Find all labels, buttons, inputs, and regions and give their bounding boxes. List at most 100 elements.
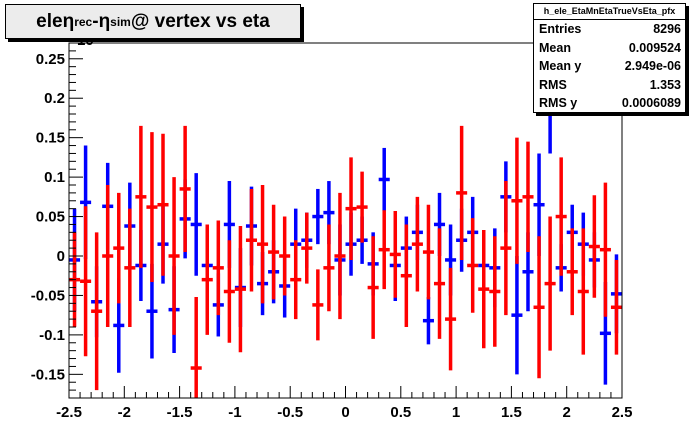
data-point [102,185,114,327]
data-point [511,256,523,375]
data-point [301,212,313,284]
data-point [500,181,512,316]
data-point [345,157,357,260]
stats-row-mean-y: Mean y 2.949e-06 [534,57,685,76]
stats-label: Mean y [539,59,582,73]
stats-row-rms: RMS 1.353 [534,76,685,95]
stats-label: RMS [539,77,567,92]
data-point [157,133,169,276]
data-point [566,228,578,316]
y-tick-label: -0.05 [31,287,65,304]
data-point [356,171,368,243]
data-point [378,210,390,290]
data-point [323,224,335,312]
x-tick-label: -0.5 [277,404,303,421]
data-point [80,206,92,357]
title-eta-rec: η [62,10,75,32]
data-point [268,204,280,300]
data-point [223,240,235,343]
stats-value: 1.353 [649,77,681,92]
data-point [290,240,302,320]
data-point [467,218,479,313]
data-point [610,259,622,355]
chart-title: ele η rec - η sim @ vertex vs eta [6,5,300,38]
data-point [124,208,136,327]
stats-histogram-name: h_ele_EtaMnEtaTrueVsEta_pfx [534,4,685,20]
data-point [212,220,224,316]
data-point [245,188,258,292]
x-tick-label: 2 [563,404,571,421]
title-box: ele η rec - η sim @ vertex vs eta [5,4,301,39]
data-point [91,232,103,391]
data-point [312,188,324,245]
y-tick-label: 0.1 [44,169,65,186]
data-point [445,267,457,371]
data-point [312,269,324,341]
data-point [577,228,589,355]
data-point [555,157,567,276]
data-point [588,195,600,298]
data-point [533,236,545,379]
data-point [522,141,534,253]
stats-value: 8296 [653,22,681,36]
stats-row-rms-y: RMS y 0.0006089 [534,94,685,113]
data-point [411,196,423,292]
stats-row-mean: Mean 0.009524 [534,39,685,58]
data-markers [69,58,622,398]
data-point [113,192,125,304]
stats-box: h_ele_EtaMnEtaTrueVsEta_pfx Entries 8296… [533,3,686,113]
data-point [179,125,191,253]
x-tick-label: 0.5 [390,404,411,421]
x-tick-label: 2.5 [612,404,633,421]
data-point [544,216,556,351]
y-tick-label: 0.15 [36,130,65,147]
stats-label: Mean [539,40,571,55]
data-point [422,297,434,345]
x-tick-label: 1.5 [501,404,522,421]
axes: -2.5 -2 -1.5 -1 -0.5 0 0.5 1 1.5 2 2.5 -0.15 -0.1 -0.… [31,42,633,421]
data-point [367,236,379,339]
stats-label: RMS y [539,96,578,110]
data-point [135,125,147,268]
data-point [456,125,468,260]
y-tick-label: 0.25 [36,51,65,68]
title-prefix: ele [36,10,63,32]
x-tick-label: -2 [118,404,131,421]
data-point [168,177,180,335]
data-point [146,132,158,283]
data-point [257,185,269,304]
data-point [234,226,246,353]
series-1 [69,125,622,398]
stats-value: 2.949e-06 [624,59,681,73]
title-suffix: @ vertex vs eta [130,10,270,32]
data-point [400,224,412,327]
data-point [422,204,434,300]
title-sub-sim: sim [110,14,131,29]
x-tick-label: 1 [452,404,460,421]
title-minus: - [92,10,99,32]
y-tick-label: 0 [57,248,65,265]
title-sub-rec: rec [74,14,93,29]
data-point [279,216,291,296]
stats-value: 0.009524 [628,40,681,55]
x-tick-label: -1 [228,404,241,421]
data-point [511,137,523,264]
stats-row-entries: Entries 8296 [534,20,685,39]
y-tick-label: 0.2 [44,90,65,107]
data-point [478,229,490,349]
y-tick-label: 0.05 [36,209,65,226]
stats-value: 0.0006089 [621,96,681,110]
title-eta-sim: η [98,10,111,32]
x-tick-label: -2.5 [56,404,82,421]
y-tick-label: -0.1 [39,327,65,344]
stats-label: Entries [539,22,582,36]
data-point [389,211,401,298]
x-tick-label: -1.5 [167,404,193,421]
x-tick-label: 0 [341,404,349,421]
data-point [433,228,446,339]
data-point [334,192,346,320]
data-point [378,147,390,212]
data-point [489,236,501,347]
data-point [190,297,202,398]
